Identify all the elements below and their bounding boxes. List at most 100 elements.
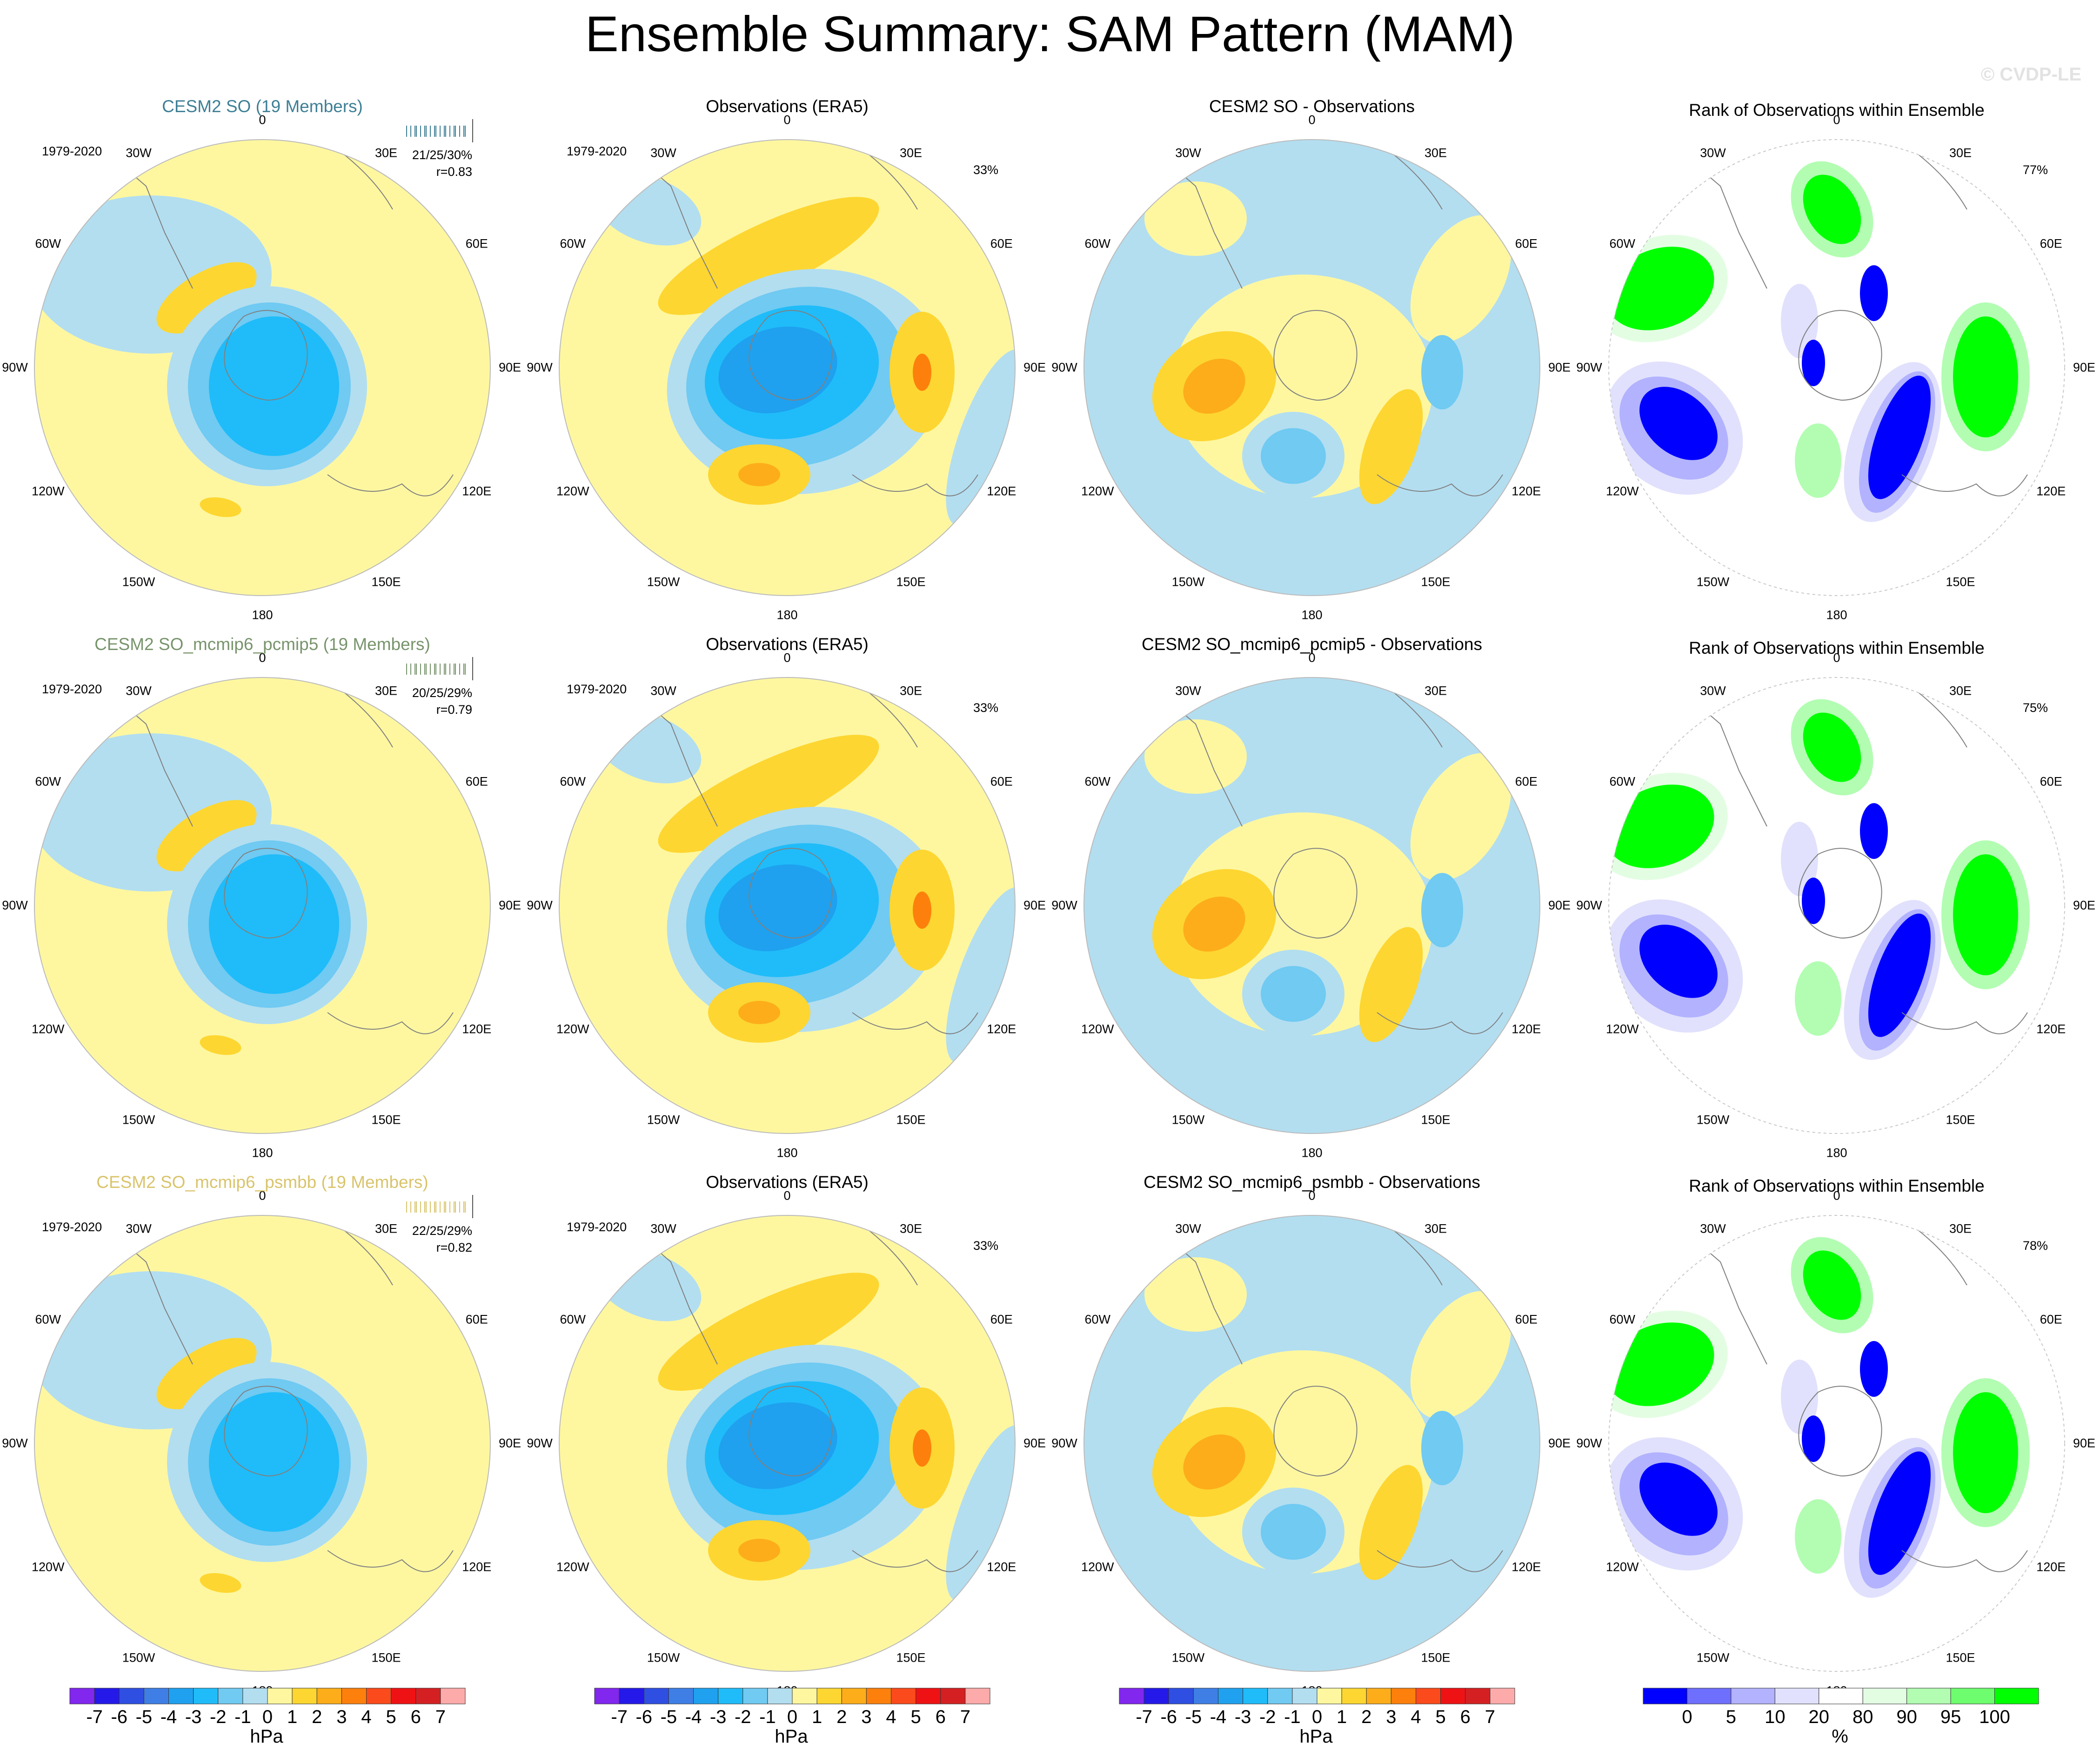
- diff-contour-6: [1261, 966, 1326, 1022]
- longitude-label-11: 30W: [650, 1221, 676, 1236]
- rank-colorbar-swatch: [1862, 1688, 1907, 1704]
- diff-contour-7: [1359, 927, 1423, 1042]
- longitude-label-0: 0: [1308, 650, 1316, 665]
- obs-contour-5: [718, 864, 837, 952]
- hpa-colorbar-tick: -5: [660, 1707, 677, 1727]
- pattern-correlation: r=0.82: [436, 1241, 472, 1254]
- longitude-label-5: 150E: [1946, 575, 1975, 589]
- obs-pct-variance: 33%: [973, 163, 999, 177]
- map-boundary-circle: [1608, 1215, 2065, 1672]
- model-contour-6: [200, 1573, 241, 1593]
- hpa-colorbar-swatch: [1193, 1688, 1218, 1704]
- hpa-colorbar-2: [1119, 1688, 1515, 1704]
- model-panel-row0: 0 30E 60E 90E 120E 150E 180 150W 120W 90W 60W 30W CE…: [0, 74, 525, 622]
- hpa-colorbar-tick: 4: [361, 1707, 372, 1727]
- hpa-colorbar-swatch: [267, 1688, 293, 1704]
- longitude-label-10: 60W: [1609, 236, 1636, 251]
- longitude-label-0: 0: [1833, 113, 1840, 127]
- longitude-label-2: 60E: [465, 1312, 488, 1327]
- longitude-label-9: 90W: [2, 898, 28, 912]
- longitude-label-11: 30W: [1175, 684, 1201, 698]
- rank-colorbar-tick: 90: [1896, 1707, 1917, 1727]
- hpa-colorbar-swatch: [1292, 1688, 1318, 1704]
- longitude-label-3: 90E: [1548, 1436, 1571, 1450]
- hpa-colorbar-tick: -7: [1136, 1707, 1152, 1727]
- member-spread-ticks: [406, 1195, 473, 1218]
- longitude-label-10: 60W: [1084, 774, 1111, 789]
- longitude-label-3: 90E: [1023, 1436, 1046, 1450]
- longitude-label-3: 90E: [2073, 1436, 2096, 1450]
- longitude-label-5: 150E: [896, 1650, 926, 1665]
- longitude-label-6: 180: [1826, 608, 1847, 622]
- rank-colorbar-tick: 80: [1852, 1707, 1873, 1727]
- obs-panel-title: Observations (ERA5): [706, 635, 869, 654]
- hpa-colorbar-swatch: [218, 1688, 243, 1704]
- rank-panel-title: Rank of Observations within Ensemble: [1689, 1176, 1985, 1195]
- longitude-label-0: 0: [1308, 1188, 1316, 1203]
- hpa-colorbar-swatch: [119, 1688, 144, 1704]
- model-contour-1: [156, 800, 257, 872]
- longitude-label-0: 0: [1833, 1188, 1840, 1203]
- longitude-label-10: 60W: [35, 774, 61, 789]
- hpa-colorbar-tick: 1: [812, 1707, 823, 1727]
- hpa-colorbar-tick: 3: [1386, 1707, 1397, 1727]
- diff-panel-row0: 0 30E 60E 90E 120E 150E 180 150W 120W 90W 60W 30W CE…: [1050, 74, 1574, 622]
- hpa-colorbar-tick: 2: [836, 1707, 847, 1727]
- map-boundary-circle: [34, 1215, 491, 1672]
- hpa-colorbar-swatch: [415, 1688, 441, 1704]
- australia-coastline: [1901, 1012, 2028, 1034]
- rank-colorbar-swatch: [1950, 1688, 1995, 1704]
- longitude-label-3: 90E: [2073, 360, 2096, 375]
- longitude-label-11: 30W: [1700, 146, 1726, 160]
- longitude-label-10: 60W: [1609, 774, 1636, 789]
- hpa-colorbar-tick: -6: [111, 1707, 128, 1727]
- rank-contour-5: [1953, 1392, 2018, 1513]
- model-map-0: [34, 139, 491, 596]
- rank-contour-1: [1803, 174, 1861, 244]
- longitude-label-3: 90E: [1548, 360, 1571, 375]
- longitude-label-2: 60E: [2040, 774, 2062, 789]
- longitude-label-7: 150W: [1696, 1113, 1730, 1127]
- longitude-label-0: 0: [259, 1188, 266, 1203]
- longitude-label-1: 30E: [1424, 684, 1447, 698]
- longitude-label-7: 150W: [122, 575, 155, 589]
- hpa-colorbar-tick: 6: [410, 1707, 421, 1727]
- rank-colorbar: [1643, 1688, 2039, 1704]
- antarctica-coastline: [1273, 310, 1358, 401]
- longitude-label-2: 60E: [465, 236, 488, 251]
- hpa-colorbar-tick: 4: [886, 1707, 896, 1727]
- longitude-label-3: 90E: [2073, 898, 2096, 912]
- obs-pct-variance: 33%: [973, 701, 999, 715]
- diff-contour-9: [1284, 831, 1396, 943]
- rank-contour-8: [1639, 1462, 1718, 1536]
- hpa-colorbar-tick: -2: [209, 1707, 227, 1727]
- longitude-label-6: 180: [252, 1146, 273, 1160]
- longitude-label-2: 60E: [990, 236, 1013, 251]
- longitude-label-0: 0: [1833, 650, 1840, 665]
- diff-contour-7: [1359, 389, 1423, 504]
- model-contour-7: [236, 866, 326, 973]
- hpa-colorbar-swatch: [242, 1688, 268, 1704]
- longitude-label-1: 30E: [1424, 146, 1447, 160]
- hpa-colorbar-tick: 5: [910, 1707, 921, 1727]
- longitude-label-4: 120E: [1511, 484, 1541, 498]
- longitude-label-2: 60E: [465, 774, 488, 789]
- longitude-label-11: 30W: [126, 146, 152, 160]
- hpa-colorbar-swatch: [1416, 1688, 1441, 1704]
- longitude-label-10: 60W: [1084, 1312, 1111, 1327]
- longitude-label-8: 120W: [31, 1022, 65, 1036]
- rank-colorbar-tick: 20: [1808, 1707, 1830, 1727]
- hpa-colorbar-tick: 5: [386, 1707, 396, 1727]
- hpa-colorbar-tick: -2: [1259, 1707, 1276, 1727]
- hpa-colorbar-tick: -3: [185, 1707, 202, 1727]
- longitude-label-5: 150E: [1946, 1113, 1975, 1127]
- rank-contour-12: [1781, 284, 1818, 358]
- hpa-colorbar-tick: 3: [336, 1707, 347, 1727]
- hpa-colorbar-swatch: [69, 1688, 95, 1704]
- longitude-label-9: 90W: [1576, 360, 1602, 375]
- map-boundary-circle: [1083, 677, 1540, 1134]
- longitude-label-7: 150W: [647, 1650, 680, 1665]
- rank-map-0: [1608, 139, 2065, 596]
- longitude-label-1: 30E: [375, 684, 398, 698]
- rank-contour-1: [1803, 1250, 1861, 1320]
